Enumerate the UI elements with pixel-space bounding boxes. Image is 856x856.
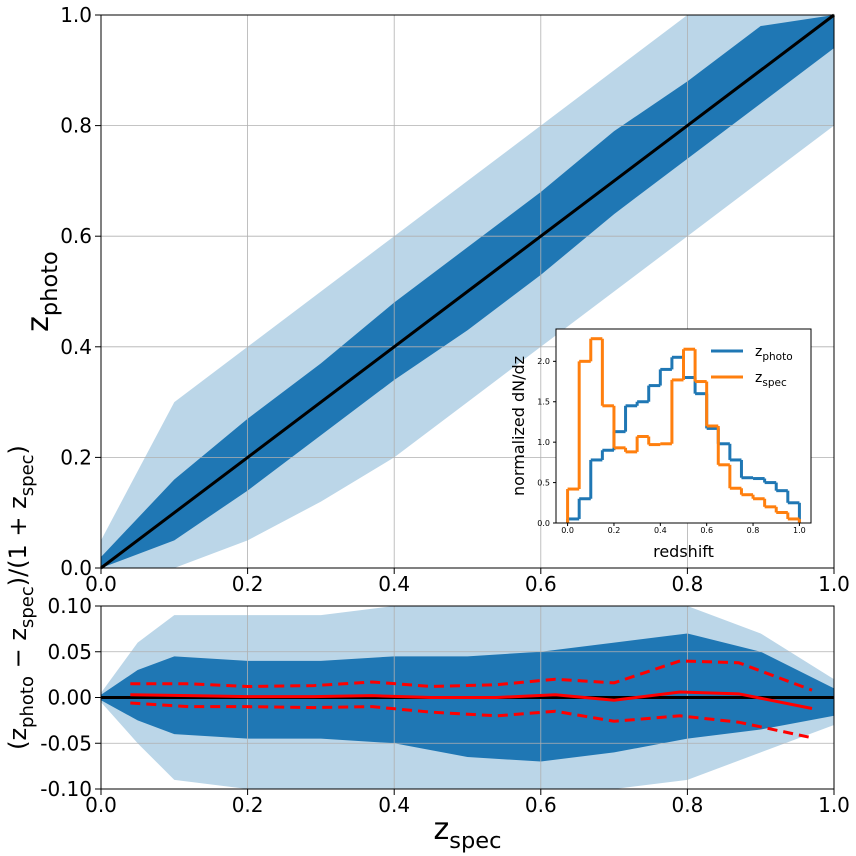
label-subscript: spec <box>17 586 38 628</box>
label-text: )/(1 + z <box>4 496 32 586</box>
x-tick-label: 0.0 <box>561 526 574 535</box>
y-tick-label: 0.10 <box>47 594 92 618</box>
label-text: z <box>755 344 762 360</box>
label-text: normalized dN/dz <box>509 356 528 496</box>
label-text: z <box>755 370 762 386</box>
x-tick-label: 0.2 <box>232 572 264 596</box>
y-tick-label: 2.0 <box>537 357 550 366</box>
y-tick-label: 0.6 <box>60 224 92 248</box>
x-tick-label: 0.8 <box>671 793 703 817</box>
y-tick-label: 1.5 <box>537 398 550 407</box>
x-tick-label: 0.0 <box>85 793 117 817</box>
x-tick-label: 1.0 <box>818 793 850 817</box>
label-text: z <box>434 812 450 847</box>
x-tick-label: 0.6 <box>525 793 557 817</box>
x-tick-label: 1.0 <box>793 526 806 535</box>
line <box>100 13 835 570</box>
y-tick-label: 1.0 <box>537 438 550 447</box>
axes-frame <box>555 328 812 524</box>
label-text: (z <box>4 728 32 750</box>
y-tick-label: -0.05 <box>40 731 92 755</box>
label-subscript: photo <box>37 251 63 316</box>
y-axis-label: zphoto <box>21 251 63 332</box>
axes-frame <box>100 605 835 790</box>
x-tick-label: 0.4 <box>378 793 410 817</box>
y-axis-label: (zphoto − zspec)/(1 + zspec) <box>4 445 38 750</box>
line <box>130 701 813 740</box>
legend-label: zphoto <box>755 344 793 363</box>
legend-label: zspec <box>755 370 787 389</box>
label-text: − z <box>4 628 32 676</box>
x-tick-label: 0.0 <box>85 572 117 596</box>
y-axis-label: normalized dN/dz <box>509 356 528 496</box>
label-subscript: spec <box>762 377 787 389</box>
y-tick-label: 0.0 <box>60 556 92 580</box>
x-tick-label: 0.6 <box>525 572 557 596</box>
line <box>130 690 813 710</box>
label-subscript: spec <box>449 828 501 854</box>
y-tick-label: 0.00 <box>47 686 92 710</box>
y-tick-label: 0.0 <box>537 519 550 528</box>
x-tick-label: 0.2 <box>608 526 621 535</box>
y-tick-label: 0.8 <box>60 114 92 138</box>
label-subscript: photo <box>17 676 38 728</box>
x-tick-label: 0.8 <box>671 572 703 596</box>
y-tick-label: 1.0 <box>60 3 92 27</box>
x-tick-label: 1.0 <box>818 572 850 596</box>
x-tick-label: 0.6 <box>700 526 713 535</box>
y-tick-label: 0.05 <box>47 640 92 664</box>
y-tick-label: 0.4 <box>60 335 92 359</box>
y-tick-label: 0.5 <box>537 478 550 487</box>
label-text: redshift <box>653 542 714 561</box>
label-subscript: spec <box>17 454 38 496</box>
x-tick-label: 0.8 <box>747 526 760 535</box>
y-tick-label: 0.2 <box>60 445 92 469</box>
label-subscript: photo <box>762 351 792 363</box>
x-axis-label: redshift <box>653 542 714 561</box>
label-text: ) <box>4 445 32 454</box>
y-tick-label: -0.10 <box>40 777 92 801</box>
x-tick-label: 0.4 <box>378 572 410 596</box>
axes-frame <box>100 14 835 569</box>
label-text: z <box>21 316 56 332</box>
line <box>130 659 813 692</box>
x-tick-label: 0.2 <box>232 793 264 817</box>
x-tick-label: 0.4 <box>654 526 667 535</box>
x-axis-label: zspec <box>434 812 502 854</box>
